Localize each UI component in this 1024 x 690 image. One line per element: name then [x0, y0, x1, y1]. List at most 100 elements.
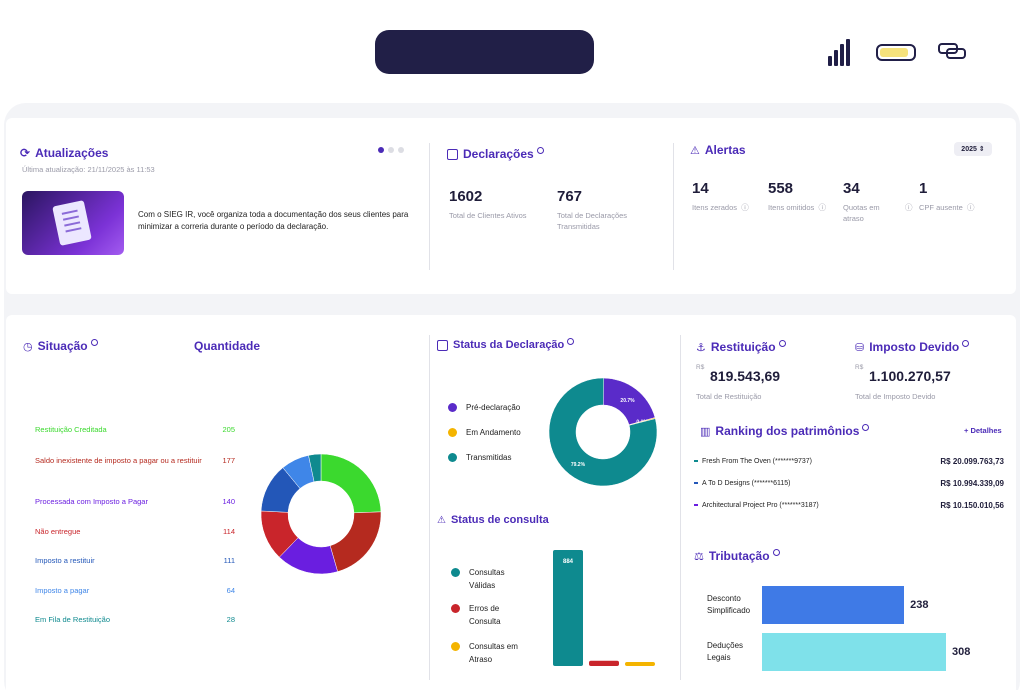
- updates-title: Atualizações: [35, 146, 109, 160]
- document-icon: [437, 339, 448, 351]
- divider: [680, 335, 681, 680]
- divider: [429, 335, 430, 680]
- refund-header: ⚓ Restituição: [696, 339, 786, 354]
- ranking-header: ▥ Ranking dos patrimônios: [700, 423, 870, 438]
- bar: [553, 550, 583, 666]
- alert-label: Itens omitidos ⓘ: [768, 203, 826, 212]
- donut-slice: [308, 453, 322, 483]
- ranking-row[interactable]: Architectural Project Pro (*******3187) R…: [694, 501, 1004, 510]
- stat-value: 1602: [449, 188, 483, 205]
- signal-bars-icon[interactable]: [828, 38, 852, 66]
- situation-label: Imposto a restituir: [35, 556, 95, 565]
- help-icon[interactable]: [962, 339, 970, 347]
- situation-header: ◷ Situação: [23, 338, 98, 353]
- ranking-row[interactable]: A To D Designs (*******6115) R$ 10.994.33…: [694, 479, 1004, 488]
- donut-slice: [548, 377, 658, 487]
- legend-dot: [448, 403, 457, 412]
- slice-label: 20.7%: [620, 398, 635, 404]
- summary-card: [6, 118, 1016, 294]
- legend-dot: [451, 604, 460, 613]
- taxation-bar: [762, 586, 905, 624]
- link-icon[interactable]: [938, 43, 968, 61]
- tax-due-value: 1.100.270,57: [869, 368, 951, 384]
- warning-icon: ⚠: [437, 514, 446, 526]
- top-icons: [828, 38, 968, 66]
- situation-value: 64: [226, 586, 235, 595]
- legend-dot: [448, 453, 457, 462]
- ranking-marker: [694, 504, 698, 506]
- alert-label: CPF ausente ⓘ: [919, 203, 975, 212]
- alert-label: Quotas em atraso: [843, 203, 880, 223]
- ranking-name: A To D Designs (*******6115): [702, 480, 791, 487]
- situation-row: Não entregue 114: [35, 526, 235, 537]
- details-link[interactable]: + Detalhes: [964, 426, 1002, 435]
- chevron-updown-icon: ⇕: [978, 146, 985, 153]
- details-card: [6, 315, 1016, 690]
- legend-item: Pré-declaração: [448, 401, 520, 414]
- bar: [625, 662, 655, 666]
- tax-due-label: Total de Imposto Devido: [855, 392, 936, 401]
- carousel-dot[interactable]: [388, 147, 394, 153]
- clock-icon: ◷: [23, 340, 33, 353]
- refund-label: Total de Restituição: [696, 392, 762, 401]
- ranking-name: Architectural Project Pro (*******3187): [702, 502, 819, 509]
- taxation-label: Deduções Legais: [707, 641, 744, 662]
- situation-row: Saldo inexistente de imposto a pagar ou …: [35, 455, 235, 466]
- top-search-pill[interactable]: [375, 30, 594, 74]
- help-icon[interactable]: [90, 338, 98, 346]
- refund-title: Restituição: [710, 340, 776, 354]
- divider: [673, 143, 674, 270]
- legend-label: Pré-declaração: [466, 403, 521, 412]
- help-icon[interactable]: [862, 423, 870, 431]
- legend-item: Consultas em Atraso: [451, 640, 521, 666]
- help-icon[interactable]: [567, 337, 575, 345]
- help-icon[interactable]: [778, 339, 786, 347]
- declaration-status-title: Status da Declaração: [453, 339, 565, 351]
- stat-value: 767: [557, 188, 583, 205]
- battery-toggle-icon[interactable]: [876, 43, 916, 61]
- help-icon[interactable]: [772, 548, 780, 556]
- situation-title: Situação: [37, 339, 88, 353]
- situation-donut-chart: [260, 453, 382, 575]
- situation-label: Em Fila de Restituição: [35, 615, 111, 624]
- legend-dot: [451, 642, 460, 651]
- taxation-header: ⚖ Tributação: [694, 548, 780, 563]
- situation-value: 140: [222, 497, 235, 506]
- alert-value: 1: [919, 180, 928, 197]
- updates-illustration: [22, 191, 124, 255]
- ranking-row[interactable]: Fresh From The Oven (*******9737) R$ 20.0…: [694, 457, 1004, 466]
- taxation-value: 238: [910, 599, 929, 611]
- updates-header: ⟳ Atualizações: [20, 146, 108, 160]
- situation-label: Processada com Imposto a Pagar: [35, 497, 148, 506]
- carousel-dots[interactable]: [378, 147, 404, 153]
- declarations-header: Declarações: [447, 146, 544, 161]
- situation-row: Processada com Imposto a Pagar 140: [35, 496, 235, 507]
- situation-value: 177: [222, 456, 235, 465]
- carousel-dot[interactable]: [378, 147, 384, 153]
- declaration-status-header: Status da Declaração: [437, 337, 575, 351]
- document-icon: [447, 148, 458, 160]
- bar: [589, 660, 619, 666]
- divider: [429, 143, 430, 270]
- help-icon[interactable]: [536, 146, 544, 154]
- situation-label: Imposto a pagar: [35, 586, 90, 595]
- legend-item: Consultas Válidas: [451, 566, 521, 592]
- situation-row: Imposto a pagar 64: [35, 585, 235, 596]
- situation-value: 205: [222, 425, 235, 434]
- quantity-header: Quantidade: [194, 339, 261, 353]
- consult-status-header: ⚠ Status de consulta: [437, 514, 549, 526]
- taxation-bar: [762, 633, 946, 671]
- ranking-value: R$ 10.150.010,56: [940, 501, 1004, 510]
- tax-due-title: Imposto Devido: [869, 340, 960, 354]
- help-icon[interactable]: ⓘ: [905, 203, 913, 212]
- alert-label: Itens zerados ⓘ: [692, 203, 749, 212]
- year-select[interactable]: 2025 ⇕: [954, 142, 992, 156]
- legend-label: Transmitidas: [466, 453, 512, 462]
- legend-label: Erros de Consulta: [469, 604, 501, 626]
- consult-status-bar-chart: 884: [553, 550, 655, 666]
- carousel-dot[interactable]: [398, 147, 404, 153]
- alerts-title: Alertas: [704, 143, 746, 157]
- ranking-value: R$ 20.099.763,73: [940, 457, 1004, 466]
- tax-due-header: ⛁ Imposto Devido: [855, 339, 970, 354]
- ranking-value: R$ 10.994.339,09: [940, 479, 1004, 488]
